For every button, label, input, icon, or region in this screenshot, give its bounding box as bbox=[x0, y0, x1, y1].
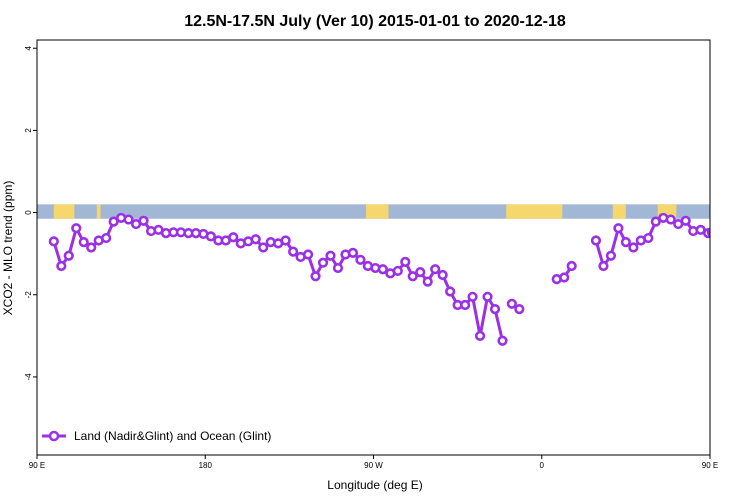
y-axis-label: XCO2 - MLO trend (ppm) bbox=[1, 181, 15, 316]
land-ocean-mask bbox=[37, 204, 721, 219]
x-axis: 90 E 180 90 W 0 90 E bbox=[29, 455, 718, 470]
data-point-60 bbox=[497, 335, 508, 346]
data-point-76 bbox=[665, 214, 676, 225]
data-point-56 bbox=[467, 291, 478, 302]
data-point-44 bbox=[377, 264, 388, 275]
y-tick-label-2: 0 bbox=[24, 210, 33, 215]
y-tick-label-4: -4 bbox=[24, 373, 33, 381]
data-point-2 bbox=[63, 250, 74, 261]
x-axis-label: Longitude (deg E) bbox=[327, 478, 422, 492]
data-point-71 bbox=[628, 242, 639, 253]
data-point-32 bbox=[288, 246, 299, 257]
data-point-47 bbox=[400, 256, 411, 267]
data-point-59 bbox=[489, 304, 501, 315]
data-point-67 bbox=[598, 260, 609, 272]
data-point-46 bbox=[392, 265, 403, 277]
data-point-70 bbox=[620, 237, 631, 248]
data-point-82 bbox=[706, 227, 710, 238]
x-tick-label-1: 180 bbox=[199, 461, 213, 470]
data-point-12 bbox=[138, 215, 149, 226]
land-segment-3 bbox=[506, 204, 563, 219]
land-segment-1 bbox=[96, 204, 101, 219]
data-point-24 bbox=[228, 232, 239, 243]
data-point-58 bbox=[482, 291, 493, 302]
data-point-34 bbox=[302, 249, 314, 260]
data-point-52 bbox=[437, 269, 448, 281]
data-point-8 bbox=[108, 216, 119, 227]
data-point-78 bbox=[680, 215, 691, 226]
data-point-49 bbox=[415, 267, 426, 278]
data-point-62 bbox=[514, 304, 525, 315]
data-point-64 bbox=[559, 272, 570, 283]
data-point-74 bbox=[650, 216, 661, 227]
data-point-0 bbox=[48, 236, 59, 247]
data-point-61 bbox=[506, 298, 517, 309]
legend-entry: Land (Nadir&Glint) and Ocean (Glint) bbox=[74, 429, 271, 443]
data-point-1 bbox=[56, 260, 67, 272]
data-point-66 bbox=[590, 235, 602, 246]
data-point-3 bbox=[71, 223, 82, 234]
legend: Land (Nadir&Glint) and Ocean (Glint) bbox=[42, 429, 271, 443]
series-layer bbox=[48, 212, 710, 346]
data-point-40 bbox=[347, 247, 359, 258]
series-line-0-0 bbox=[52, 216, 504, 342]
data-point-5 bbox=[86, 242, 97, 253]
data-point-53 bbox=[445, 286, 456, 297]
data-point-27 bbox=[250, 234, 261, 245]
data-point-37 bbox=[325, 250, 336, 261]
x-tick-label-2: 90 W bbox=[364, 461, 383, 470]
plot-frame bbox=[36, 39, 711, 456]
x-tick-label-0: 90 E bbox=[29, 461, 45, 470]
x-tick-label-3: 0 bbox=[540, 461, 545, 470]
data-point-38 bbox=[332, 262, 344, 274]
data-point-4 bbox=[78, 237, 89, 248]
land-segment-0 bbox=[53, 204, 75, 219]
y-tick-label-3: -2 bbox=[24, 291, 33, 299]
land-segment-4 bbox=[612, 204, 626, 219]
y-tick-label-0: 4 bbox=[24, 45, 33, 50]
land-segment-6 bbox=[717, 204, 721, 218]
data-point-57 bbox=[474, 330, 486, 341]
data-point-51 bbox=[430, 264, 441, 275]
chart-title: 12.5N-17.5N July (Ver 10) 2015-01-01 to … bbox=[184, 13, 566, 30]
data-point-55 bbox=[460, 299, 471, 311]
data-point-31 bbox=[280, 235, 291, 246]
y-axis: 4 2 0 -2 -4 bbox=[24, 45, 37, 380]
data-point-41 bbox=[355, 254, 366, 265]
data-point-65 bbox=[566, 260, 577, 272]
data-point-7 bbox=[101, 232, 112, 244]
data-point-48 bbox=[407, 271, 418, 282]
data-point-35 bbox=[310, 271, 321, 282]
y-tick-label-1: 2 bbox=[24, 128, 33, 133]
x-tick-label-4: 90 E bbox=[702, 461, 718, 470]
data-point-28 bbox=[258, 242, 269, 253]
data-point-10 bbox=[123, 214, 134, 225]
data-point-73 bbox=[643, 232, 654, 244]
data-point-69 bbox=[613, 223, 624, 234]
data-point-68 bbox=[605, 250, 617, 261]
data-point-50 bbox=[422, 276, 433, 287]
data-point-21 bbox=[205, 231, 216, 242]
legend-marker bbox=[48, 430, 60, 442]
data-point-36 bbox=[317, 257, 329, 268]
land-segment-2 bbox=[366, 204, 389, 219]
